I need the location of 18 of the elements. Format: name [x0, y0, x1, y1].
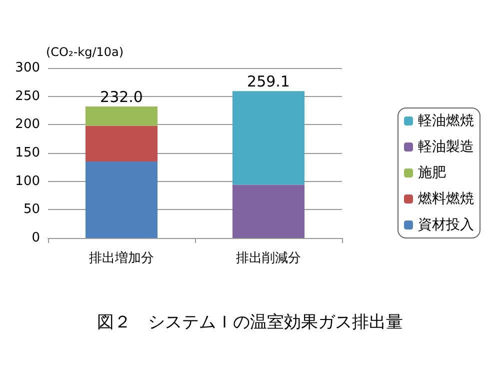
- y-tick-label: 300: [15, 60, 40, 76]
- legend-label: 燃料燃焼: [418, 191, 474, 207]
- y-tick-label: 50: [23, 202, 40, 218]
- y-axis-title: (CO₂-kg/10a): [46, 45, 124, 59]
- x-tick-label: 排出増加分: [89, 250, 154, 266]
- legend-label: 軽油製造: [418, 139, 474, 155]
- legend-label: 軽油燃焼: [418, 113, 474, 129]
- total-label: 259.1: [247, 72, 290, 91]
- y-tick-label: 150: [15, 146, 40, 160]
- total-label: 232.0: [100, 88, 143, 106]
- text: 図２ システムＩの温室効果ガス排出量: [97, 312, 403, 332]
- legend-label: 施肥: [418, 165, 446, 181]
- x-tick-label: 排出削減分: [236, 251, 301, 266]
- y-tick-label: 200: [15, 117, 40, 132]
- y-tick-label: 250: [15, 88, 40, 104]
- y-tick-label: 100: [15, 174, 40, 189]
- y-tick-label: 0: [32, 230, 40, 246]
- legend-label: 資材投入: [418, 217, 474, 233]
